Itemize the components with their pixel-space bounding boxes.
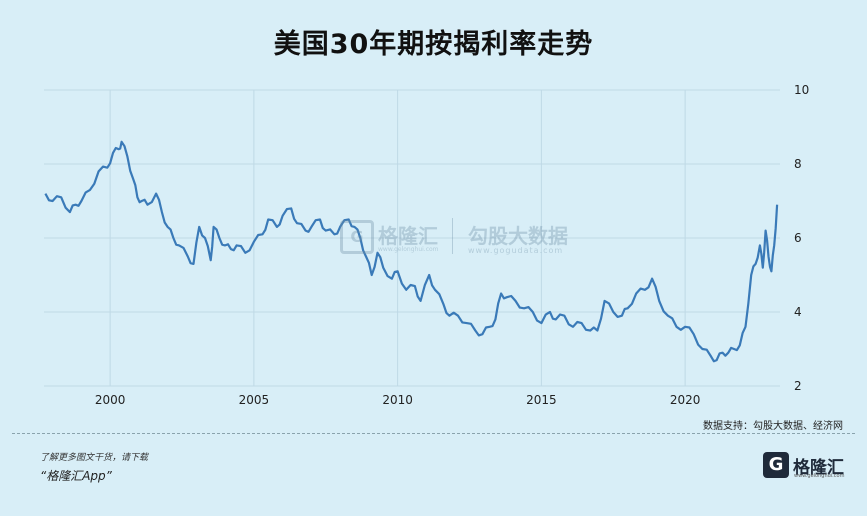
- watermark-logo-icon: G: [340, 220, 374, 254]
- footer-app-name: “格隆汇App”: [40, 469, 112, 483]
- x-tick-label: 2005: [239, 393, 270, 407]
- watermark-name2: 勾股大数据: [468, 224, 568, 248]
- series-line: [44, 140, 779, 363]
- x-tick-label: 2000: [95, 393, 126, 407]
- y-tick-label: 2: [794, 379, 802, 393]
- y-tick-label: 4: [794, 305, 802, 319]
- line-chart: 2 4 6 8 10 2000 2005 2010 2015 2020: [44, 83, 809, 407]
- y-tick-label: 8: [794, 157, 802, 171]
- y-tick-label: 10: [794, 83, 809, 97]
- tick-labels: 2 4 6 8 10 2000 2005 2010 2015 2020: [95, 83, 809, 407]
- logo-name: 格隆汇: [793, 458, 844, 478]
- y-tick-label: 6: [794, 231, 802, 245]
- brand-logo: G 格隆汇 www.gelonghui.com: [763, 452, 853, 480]
- chart-title: 美国30年期按揭利率走势: [273, 29, 594, 60]
- data-source: 数据支持：勾股大数据、经济网: [703, 421, 843, 432]
- grid-lines: [44, 89, 780, 387]
- x-tick-label: 2015: [526, 393, 557, 407]
- watermark-url2: www.gogudata.com: [468, 246, 564, 255]
- logo-icon: G: [763, 452, 789, 478]
- watermark-name: 格隆汇: [378, 224, 438, 248]
- logo-url: www.gelonghui.com: [794, 473, 845, 479]
- watermark-divider: [452, 218, 453, 254]
- x-tick-label: 2010: [382, 393, 413, 407]
- footer-divider: [12, 433, 855, 434]
- watermark-url: www.gelonghui.com: [378, 246, 439, 253]
- x-tick-label: 2020: [670, 393, 701, 407]
- footer-download-text: 了解更多图文干货，请下载: [40, 453, 149, 463]
